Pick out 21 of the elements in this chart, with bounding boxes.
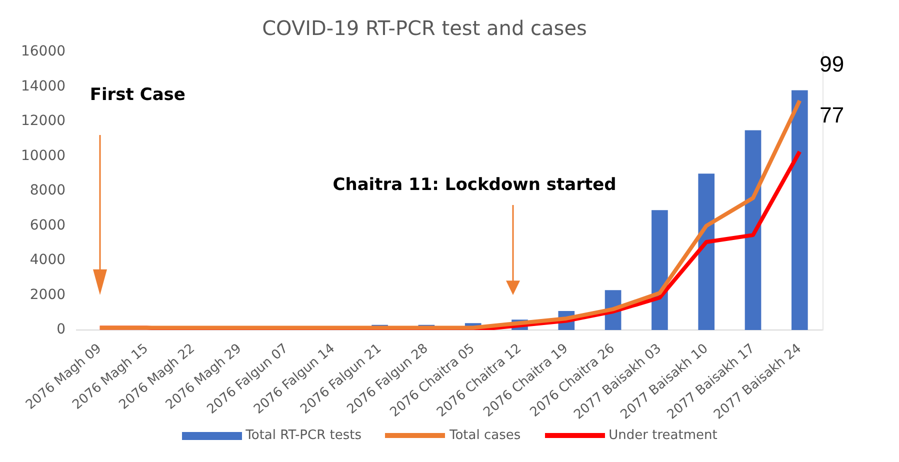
legend-label: Under treatment bbox=[608, 428, 718, 443]
bar bbox=[652, 210, 668, 330]
annotation: First Case bbox=[90, 85, 186, 106]
y-tick-label: 0 bbox=[56, 322, 66, 338]
y-tick-label: 4000 bbox=[30, 252, 66, 268]
annotation: Chaitra 11: Lockdown started bbox=[332, 175, 616, 196]
bar bbox=[744, 130, 762, 330]
y-tick-label: 16000 bbox=[20, 44, 66, 60]
y-tick-label: 10000 bbox=[20, 148, 66, 164]
y-tick-label: 8000 bbox=[30, 182, 66, 199]
chart-title: COVID-19 RT-PCR test and cases bbox=[262, 16, 587, 40]
data-label: 99 bbox=[820, 52, 844, 77]
y-tick-label: 14000 bbox=[20, 78, 66, 94]
bar bbox=[698, 174, 715, 330]
bar bbox=[792, 90, 808, 330]
y-tick-label: 6000 bbox=[30, 217, 66, 234]
y-tick-label: 12000 bbox=[20, 113, 66, 130]
data-label: 77 bbox=[820, 102, 844, 128]
legend-label: Total RT-PCR tests bbox=[246, 428, 362, 443]
y-tick-label: 2000 bbox=[30, 286, 66, 303]
legend-label: Total cases bbox=[449, 428, 521, 443]
